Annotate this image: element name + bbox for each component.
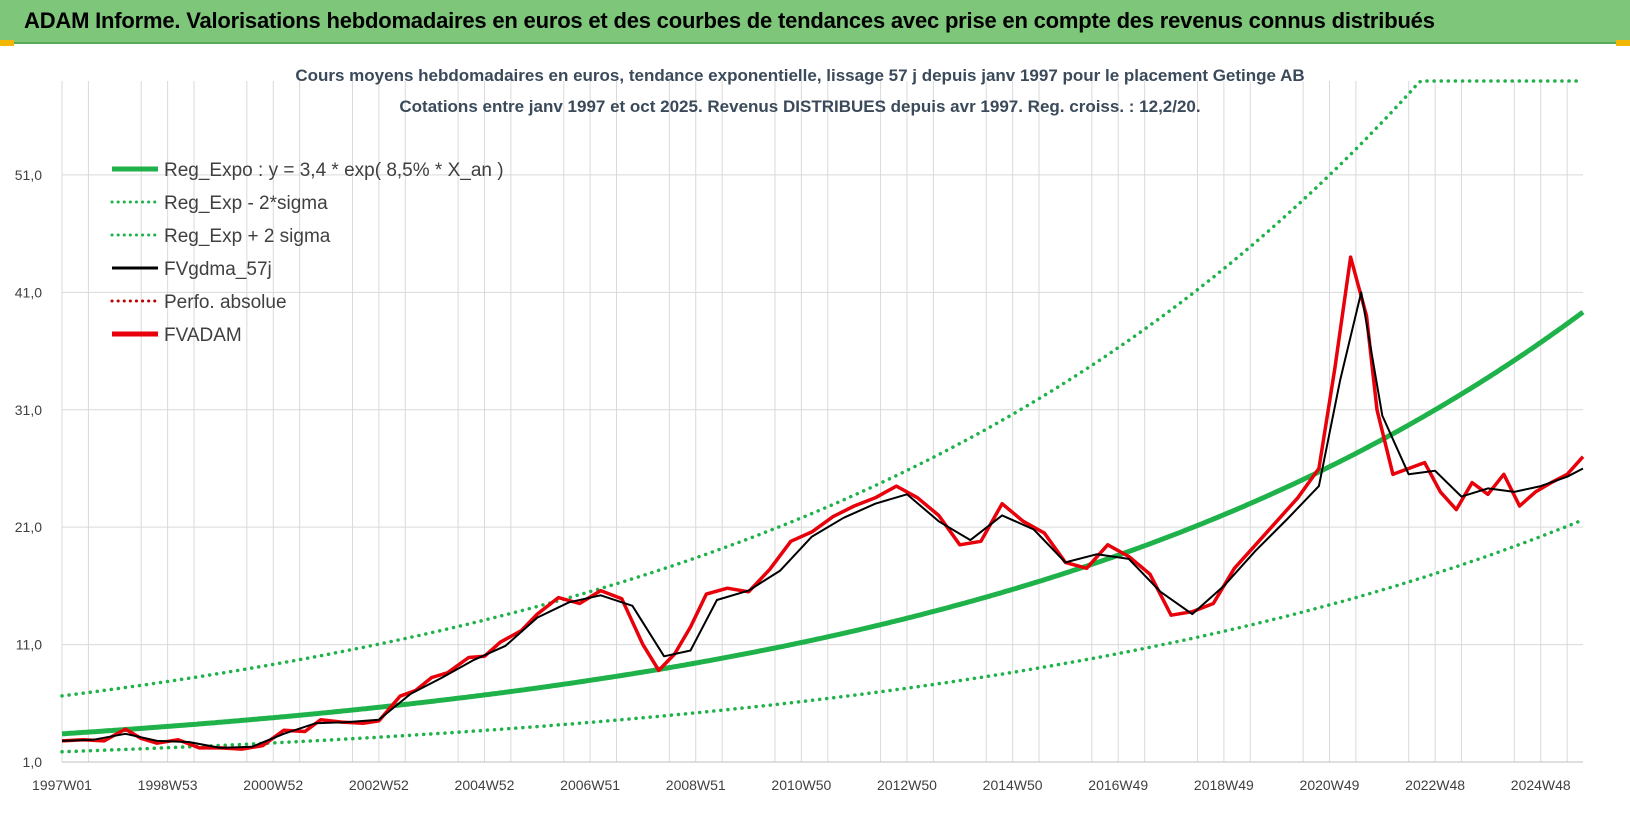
legend-label: Perfo. absolue — [164, 292, 287, 313]
y-tick-labels: 1,0 11,0 21,0 31,0 41,0 51,0 — [15, 167, 42, 770]
x-tick-label: 2018W49 — [1194, 777, 1254, 793]
corner-accent-right — [1616, 40, 1630, 46]
x-tick-label: 2002W52 — [349, 777, 409, 793]
legend-label: FVADAM — [164, 325, 242, 346]
series-reg-minus-2-sigma — [60, 518, 1585, 754]
x-tick-label: 2000W52 — [243, 777, 303, 793]
x-tick-label: 1997W01 — [32, 777, 92, 793]
series-reg-plus-2-sigma — [60, 79, 1585, 698]
x-tick-label: 2004W52 — [455, 777, 515, 793]
series-fvadam — [61, 255, 1585, 751]
y-tick-label: 21,0 — [15, 519, 42, 535]
x-tick-label: 2022W48 — [1405, 777, 1465, 793]
x-tick-label: 2012W50 — [877, 777, 937, 793]
legend-label: Reg_Expo : y = 3,4 * exp( 8,5% * X_an ) — [164, 160, 504, 181]
x-tick-label: 2024W48 — [1511, 777, 1571, 793]
y-tick-label: 11,0 — [16, 637, 42, 653]
chart-svg: 1,0 11,0 21,0 31,0 41,0 51,0 1997W01 1998W53 20… — [15, 66, 1585, 793]
series-fvgdma-57j — [61, 291, 1584, 749]
legend: Reg_Expo : y = 3,4 * exp( 8,5% * X_an ) R… — [110, 160, 504, 346]
x-tick-label: 2008W51 — [666, 777, 726, 793]
y-tick-label: 31,0 — [15, 402, 42, 418]
chart-title: Cours moyens hebdomadaires en euros, ten… — [295, 66, 1304, 85]
corner-accent-left — [0, 40, 14, 46]
x-tick-label: 1998W53 — [138, 777, 198, 793]
title-banner: ADAM Informe. Valorisations hebdomadaire… — [0, 0, 1630, 44]
series-reg-expo — [61, 310, 1585, 737]
x-tick-label: 2006W51 — [560, 777, 620, 793]
y-tick-label: 1,0 — [23, 754, 43, 770]
y-tick-label: 41,0 — [15, 284, 42, 300]
legend-label: Reg_Exp + 2 sigma — [164, 226, 331, 247]
grid — [61, 81, 1583, 763]
x-tick-label: 2016W49 — [1088, 777, 1148, 793]
chart-subtitle: Cotations entre janv 1997 et oct 2025. R… — [399, 97, 1200, 116]
legend-label: Reg_Exp - 2*sigma — [164, 193, 328, 214]
x-tick-label: 2010W50 — [771, 777, 831, 793]
series-layer — [60, 79, 1585, 754]
legend-label: FVgdma_57j — [164, 259, 272, 280]
chart-area: 1,0 11,0 21,0 31,0 41,0 51,0 1997W01 1998W53 20… — [0, 46, 1630, 815]
page-title: ADAM Informe. Valorisations hebdomadaire… — [24, 8, 1435, 33]
x-tick-label: 2014W50 — [983, 777, 1043, 793]
x-tick-label: 2020W49 — [1300, 777, 1360, 793]
x-tick-labels: 1997W01 1998W53 2000W52 2002W52 2004W52 2006W… — [32, 777, 1571, 793]
y-tick-label: 51,0 — [15, 167, 42, 183]
